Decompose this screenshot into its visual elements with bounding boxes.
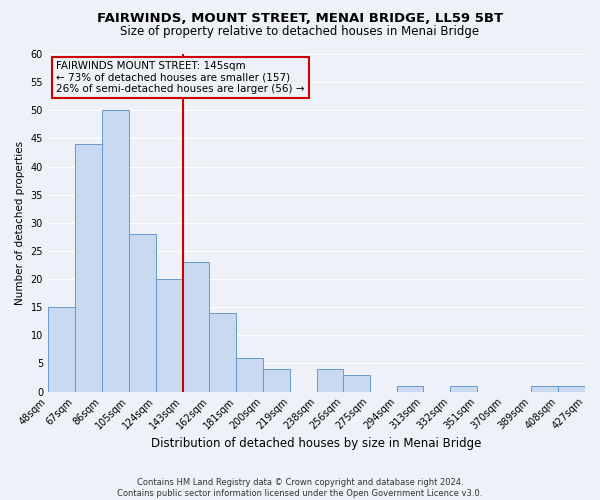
Y-axis label: Number of detached properties: Number of detached properties	[15, 140, 25, 305]
Bar	[558, 386, 585, 392]
X-axis label: Distribution of detached houses by size in Menai Bridge: Distribution of detached houses by size …	[151, 437, 482, 450]
Bar	[531, 386, 558, 392]
Bar	[182, 262, 209, 392]
Text: FAIRWINDS, MOUNT STREET, MENAI BRIDGE, LL59 5BT: FAIRWINDS, MOUNT STREET, MENAI BRIDGE, L…	[97, 12, 503, 26]
Bar	[128, 234, 155, 392]
Text: Contains HM Land Registry data © Crown copyright and database right 2024.
Contai: Contains HM Land Registry data © Crown c…	[118, 478, 482, 498]
Bar	[343, 374, 370, 392]
Bar	[102, 110, 128, 392]
Bar	[209, 313, 236, 392]
Bar	[451, 386, 477, 392]
Bar	[75, 144, 102, 392]
Bar	[317, 369, 343, 392]
Text: FAIRWINDS MOUNT STREET: 145sqm
← 73% of detached houses are smaller (157)
26% of: FAIRWINDS MOUNT STREET: 145sqm ← 73% of …	[56, 61, 304, 94]
Bar	[155, 279, 182, 392]
Bar	[236, 358, 263, 392]
Bar	[397, 386, 424, 392]
Bar	[48, 307, 75, 392]
Bar	[263, 369, 290, 392]
Text: Size of property relative to detached houses in Menai Bridge: Size of property relative to detached ho…	[121, 25, 479, 38]
